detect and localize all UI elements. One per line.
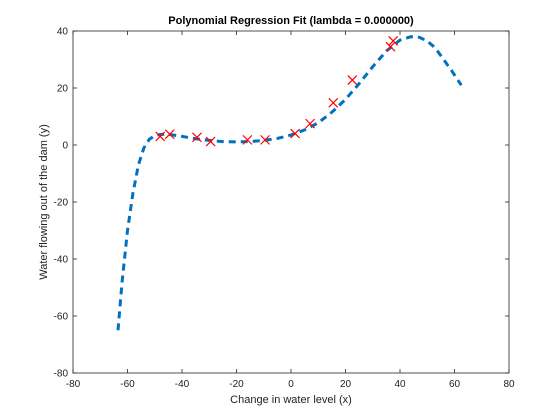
- ticks: -80 -60 -40 -20 0 20 40 60 80 -80 -60 -40 -20 0 20 40: [54, 27, 515, 391]
- data-point-marker: [260, 134, 271, 145]
- data-point-marker: [164, 129, 175, 140]
- y-tick-label: 0: [62, 141, 68, 152]
- data-point-marker: [347, 75, 358, 85]
- data-point-marker: [290, 128, 301, 139]
- y-tick-label: 40: [57, 27, 69, 38]
- y-tick-label: 20: [57, 84, 69, 95]
- chart-title: Polynomial Regression Fit (lambda = 0.00…: [168, 15, 414, 27]
- data-point-marker: [242, 134, 253, 145]
- x-axis-label: Change in water level (x): [230, 394, 352, 406]
- x-tick-label: 0: [288, 379, 294, 390]
- y-tick-label: -20: [54, 198, 69, 209]
- data-point-marker: [385, 41, 396, 52]
- y-tick-label: -80: [54, 369, 69, 380]
- x-tick-label: -40: [175, 379, 190, 390]
- y-tick-label: -60: [54, 312, 69, 323]
- x-tick-label: 20: [340, 379, 352, 390]
- x-tick-label: -80: [66, 379, 81, 390]
- x-tick-label: 60: [449, 379, 461, 390]
- x-tick-label: -60: [120, 379, 135, 390]
- data-point-marker: [305, 118, 315, 129]
- data-point-marker: [388, 36, 399, 46]
- y-tick-label: -40: [54, 255, 69, 266]
- y-axis-label: Water flowing out of the dam (y): [38, 124, 50, 280]
- series: [116, 35, 463, 331]
- x-tick-label: 40: [394, 379, 406, 390]
- data-point-marker: [205, 136, 216, 147]
- x-tick-label: 80: [503, 379, 515, 390]
- plot-area: [72, 30, 510, 374]
- data-point-marker: [328, 97, 339, 108]
- x-tick-label: -20: [229, 379, 244, 390]
- data-point-marker: [192, 132, 202, 143]
- data-point-marker: [155, 131, 166, 142]
